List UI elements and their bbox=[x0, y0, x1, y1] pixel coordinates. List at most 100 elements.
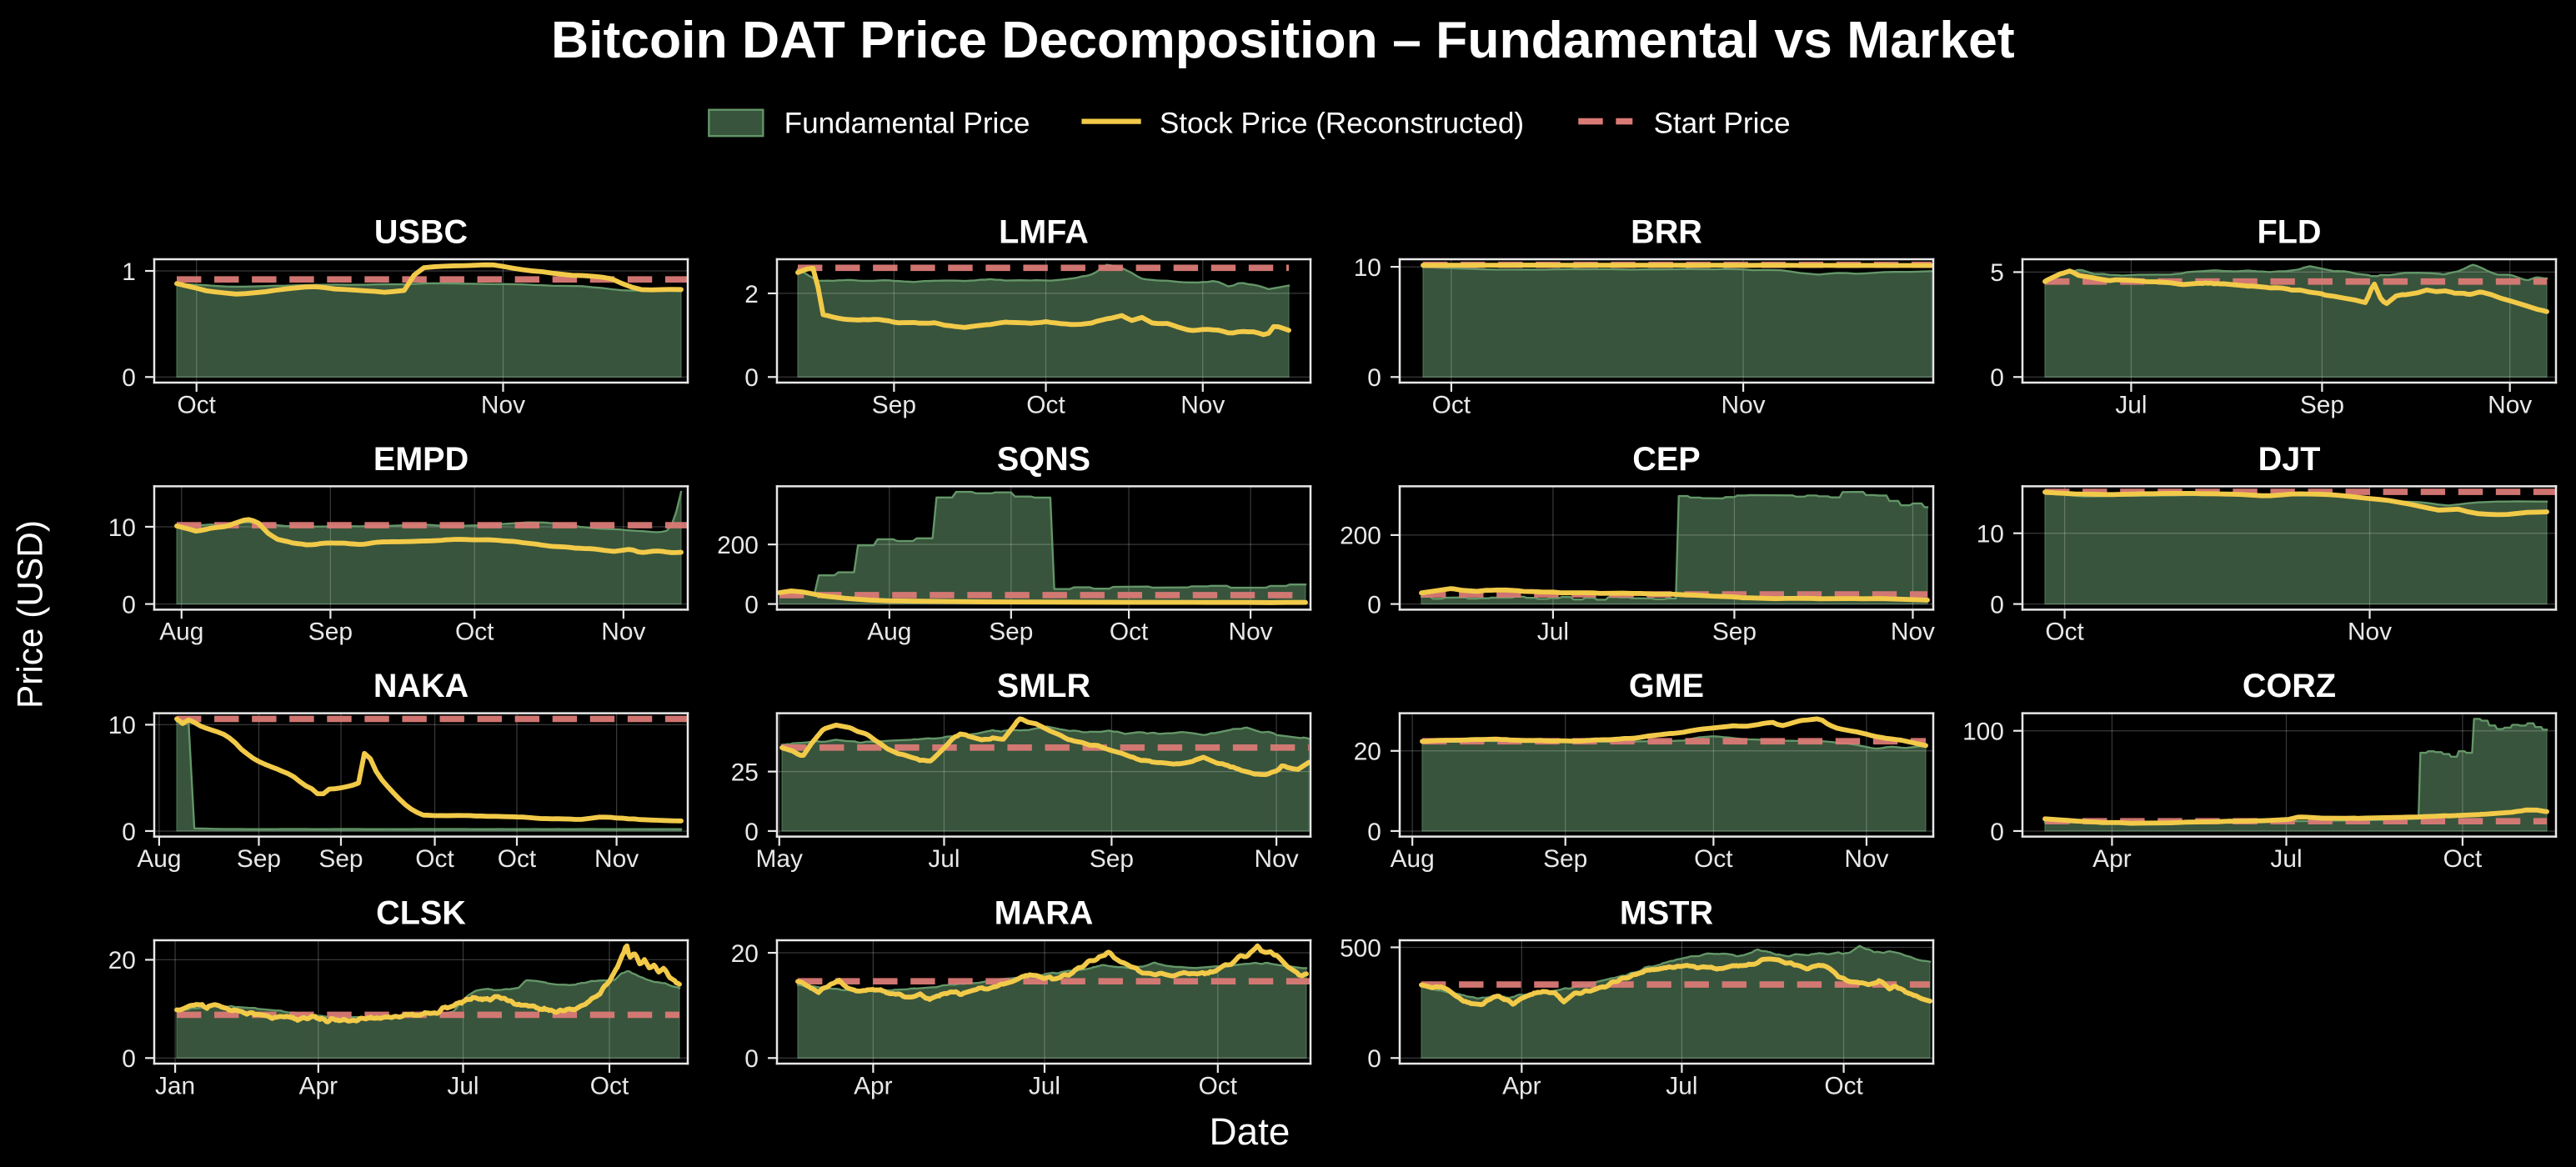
svg-text:Sep: Sep bbox=[237, 845, 281, 873]
svg-text:Apr: Apr bbox=[299, 1072, 338, 1099]
svg-text:Price (USD): Price (USD) bbox=[10, 520, 49, 709]
svg-text:Nov: Nov bbox=[1844, 845, 1888, 873]
svg-text:Aug: Aug bbox=[159, 619, 203, 646]
svg-text:Sep: Sep bbox=[989, 619, 1033, 646]
svg-text:Jan: Jan bbox=[155, 1072, 195, 1099]
svg-text:0: 0 bbox=[1367, 591, 1381, 619]
svg-text:200: 200 bbox=[717, 532, 759, 559]
svg-text:Aug: Aug bbox=[137, 845, 181, 873]
svg-text:Nov: Nov bbox=[594, 845, 639, 873]
svg-text:20: 20 bbox=[1354, 739, 1381, 766]
svg-text:SMLR: SMLR bbox=[997, 668, 1090, 704]
svg-text:25: 25 bbox=[731, 759, 759, 786]
svg-text:0: 0 bbox=[744, 819, 759, 846]
svg-text:Jul: Jul bbox=[928, 845, 960, 873]
svg-text:Nov: Nov bbox=[2488, 391, 2532, 418]
svg-text:Nov: Nov bbox=[1891, 619, 1935, 646]
svg-text:CORZ: CORZ bbox=[2243, 668, 2336, 704]
svg-text:Sep: Sep bbox=[1712, 619, 1757, 646]
svg-text:Sep: Sep bbox=[2300, 391, 2344, 418]
svg-text:0: 0 bbox=[122, 1045, 136, 1073]
svg-text:Nov: Nov bbox=[1229, 619, 1273, 646]
svg-text:Apr: Apr bbox=[1502, 1072, 1541, 1099]
svg-text:500: 500 bbox=[1340, 934, 1381, 962]
svg-text:GME: GME bbox=[1629, 668, 1704, 704]
svg-text:0: 0 bbox=[1990, 591, 2004, 619]
svg-text:0: 0 bbox=[1990, 819, 2004, 846]
svg-text:DJT: DJT bbox=[2258, 441, 2321, 478]
svg-text:Oct: Oct bbox=[1694, 845, 1733, 873]
svg-text:Jul: Jul bbox=[447, 1072, 479, 1099]
svg-text:0: 0 bbox=[122, 364, 136, 392]
svg-text:Jul: Jul bbox=[1537, 619, 1569, 646]
svg-text:Apr: Apr bbox=[2092, 845, 2132, 873]
svg-text:LMFA: LMFA bbox=[999, 214, 1089, 251]
svg-text:0: 0 bbox=[1367, 364, 1381, 392]
svg-text:USBC: USBC bbox=[374, 214, 468, 251]
svg-text:MARA: MARA bbox=[995, 895, 1094, 932]
svg-text:Aug: Aug bbox=[1391, 845, 1435, 873]
svg-text:Aug: Aug bbox=[867, 619, 911, 646]
svg-text:10: 10 bbox=[1977, 521, 2004, 548]
svg-text:EMPD: EMPD bbox=[373, 441, 469, 478]
svg-text:NAKA: NAKA bbox=[373, 668, 469, 704]
svg-text:Nov: Nov bbox=[601, 619, 645, 646]
svg-text:Oct: Oct bbox=[590, 1072, 629, 1099]
svg-text:Bitcoin DAT Price Decompositio: Bitcoin DAT Price Decomposition – Fundam… bbox=[551, 11, 2015, 69]
svg-text:Oct: Oct bbox=[177, 391, 216, 418]
svg-text:0: 0 bbox=[744, 591, 759, 619]
svg-text:Jul: Jul bbox=[2115, 391, 2147, 418]
svg-text:2: 2 bbox=[744, 281, 759, 308]
svg-text:Nov: Nov bbox=[1255, 845, 1299, 873]
svg-text:Sep: Sep bbox=[318, 845, 363, 873]
svg-text:10: 10 bbox=[1354, 254, 1381, 282]
svg-text:0: 0 bbox=[1990, 364, 2004, 392]
svg-text:Oct: Oct bbox=[1110, 619, 1149, 646]
svg-text:Jul: Jul bbox=[1029, 1072, 1060, 1099]
svg-text:0: 0 bbox=[1367, 1045, 1381, 1073]
svg-text:0: 0 bbox=[1367, 819, 1381, 846]
svg-text:Jul: Jul bbox=[1666, 1072, 1697, 1099]
svg-text:0: 0 bbox=[122, 591, 136, 619]
svg-text:CLSK: CLSK bbox=[376, 895, 466, 932]
svg-text:Oct: Oct bbox=[1026, 391, 1065, 418]
svg-text:MSTR: MSTR bbox=[1620, 895, 1713, 932]
svg-text:Nov: Nov bbox=[1722, 391, 1766, 418]
svg-text:Fundamental Price: Fundamental Price bbox=[784, 107, 1030, 139]
svg-text:Sep: Sep bbox=[308, 619, 353, 646]
svg-text:Apr: Apr bbox=[854, 1072, 893, 1099]
svg-text:Oct: Oct bbox=[2443, 845, 2483, 873]
svg-text:CEP: CEP bbox=[1632, 441, 1700, 478]
svg-text:FLD: FLD bbox=[2258, 214, 2322, 251]
svg-text:Oct: Oct bbox=[1199, 1072, 1238, 1099]
svg-text:Nov: Nov bbox=[2348, 619, 2392, 646]
svg-text:200: 200 bbox=[1340, 523, 1381, 550]
svg-text:Stock Price (Reconstructed): Stock Price (Reconstructed) bbox=[1160, 107, 1524, 139]
svg-text:Date: Date bbox=[1210, 1110, 1291, 1153]
svg-text:Oct: Oct bbox=[2045, 619, 2084, 646]
svg-text:Nov: Nov bbox=[481, 391, 525, 418]
svg-text:Oct: Oct bbox=[1824, 1072, 1863, 1099]
svg-text:0: 0 bbox=[744, 1045, 759, 1073]
svg-text:10: 10 bbox=[108, 514, 136, 542]
svg-text:20: 20 bbox=[731, 940, 759, 968]
svg-text:Start Price: Start Price bbox=[1654, 107, 1791, 139]
svg-text:0: 0 bbox=[744, 364, 759, 392]
svg-text:0: 0 bbox=[122, 819, 136, 846]
svg-text:100: 100 bbox=[1962, 719, 2004, 746]
svg-text:10: 10 bbox=[108, 712, 136, 739]
svg-text:1: 1 bbox=[122, 258, 136, 286]
svg-text:5: 5 bbox=[1990, 259, 2004, 287]
svg-text:Oct: Oct bbox=[455, 619, 494, 646]
svg-text:Sep: Sep bbox=[1090, 845, 1134, 873]
svg-text:BRR: BRR bbox=[1631, 214, 1702, 251]
svg-text:May: May bbox=[756, 845, 803, 873]
svg-text:20: 20 bbox=[108, 947, 136, 974]
svg-text:Sep: Sep bbox=[1543, 845, 1587, 873]
svg-text:SQNS: SQNS bbox=[997, 441, 1090, 478]
svg-text:Oct: Oct bbox=[498, 845, 537, 873]
svg-text:Jul: Jul bbox=[2270, 845, 2302, 873]
svg-text:Oct: Oct bbox=[1432, 391, 1471, 418]
svg-text:Oct: Oct bbox=[415, 845, 454, 873]
svg-text:Sep: Sep bbox=[872, 391, 916, 418]
